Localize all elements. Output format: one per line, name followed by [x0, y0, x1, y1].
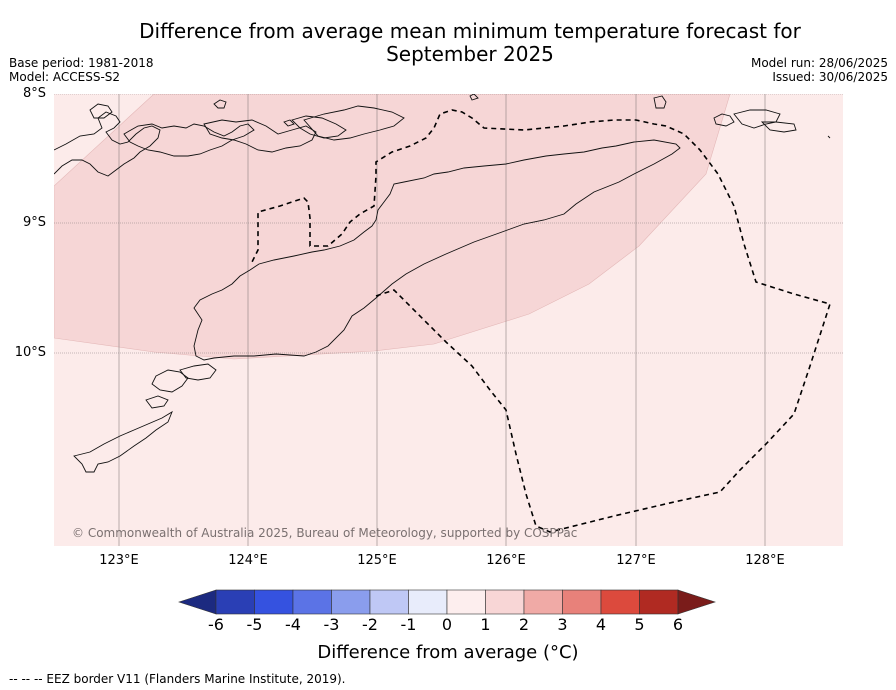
meta-left: Base period: 1981-2018 Model: ACCESS-S2 — [9, 56, 154, 84]
colorbar-tick-label: 2 — [518, 615, 530, 634]
colorbar-tick-label: -4 — [285, 615, 301, 634]
colorbar-segment — [600, 589, 640, 615]
colorbar-tick-label: -3 — [323, 615, 340, 634]
colorbar-extend-high — [677, 589, 716, 615]
small-island-1 — [89, 103, 113, 119]
lon-label-125e: 125°E — [357, 553, 397, 568]
timor-coast — [193, 139, 681, 361]
colorbar-segment — [523, 589, 563, 615]
sumba-coast — [73, 410, 173, 473]
anomaly-region-high — [54, 94, 731, 360]
eez-footnote: -- -- -- EEZ border V11 (Flanders Marine… — [9, 672, 346, 686]
lat-label-10s: 10°S — [14, 345, 46, 360]
colorbar-tick-label: 3 — [557, 615, 568, 634]
small-island-3 — [283, 119, 295, 127]
title-line-2: September 2025 — [386, 42, 554, 66]
roti-east-coast — [179, 363, 217, 381]
colorbar-segment — [254, 589, 294, 615]
colorbar-segment — [331, 589, 371, 615]
title-line-1: Difference from average mean minimum tem… — [139, 19, 801, 43]
lon-label-124e: 124°E — [228, 553, 268, 568]
small-island-2 — [213, 99, 227, 109]
colorbar-tick-label: 4 — [595, 615, 607, 634]
colorbar-segment — [215, 589, 255, 615]
moa-coast — [760, 121, 797, 133]
wetar-coast — [303, 105, 405, 141]
babar-coast — [713, 113, 735, 127]
lat-label-8s: 8°S — [22, 86, 46, 101]
small-island-6 — [827, 135, 831, 139]
colorbar-segment — [369, 589, 409, 615]
colorbar-tick-label: 5 — [634, 615, 645, 634]
solor-coast — [123, 123, 255, 157]
colorbar-segment — [562, 589, 602, 615]
colorbar — [178, 589, 716, 615]
colorbar-tick-label: -2 — [362, 615, 378, 634]
colorbar-segment — [292, 589, 332, 615]
colorbar-tick-label: -5 — [246, 615, 263, 634]
colorbar-segment — [485, 589, 525, 615]
colorbar-segment — [408, 589, 448, 615]
colorbar-label: Difference from average (°C) — [317, 642, 579, 663]
savu-coast — [145, 395, 169, 409]
colorbar-segment — [639, 589, 679, 615]
page-title: Difference from average mean minimum tem… — [0, 20, 896, 66]
model-name: Model: ACCESS-S2 — [9, 70, 121, 84]
lon-label-126e: 126°E — [486, 553, 526, 568]
alor-coast — [203, 119, 317, 153]
lon-label-128e: 128°E — [745, 553, 785, 568]
roti-coast — [151, 369, 189, 393]
lat-label-9s: 9°S — [22, 215, 46, 230]
issued-date: Issued: 30/06/2025 — [772, 70, 888, 84]
gridlines — [54, 94, 843, 546]
small-island-4 — [469, 94, 479, 101]
map — [54, 94, 843, 546]
colorbar-tick-label: -1 — [400, 615, 417, 634]
small-island-5 — [653, 95, 667, 109]
copyright-notice: © Commonwealth of Australia 2025, Bureau… — [72, 526, 578, 540]
coastlines — [54, 94, 831, 473]
lon-label-123e: 123°E — [99, 553, 139, 568]
meta-right: Model run: 28/06/2025 Issued: 30/06/2025 — [751, 56, 888, 84]
colorbar-tick-label: -6 — [208, 615, 224, 634]
colorbar-tick-label: 6 — [672, 615, 684, 634]
eez-border — [251, 109, 832, 533]
base-period: Base period: 1981-2018 — [9, 56, 154, 70]
lon-label-127e: 127°E — [616, 553, 656, 568]
model-run: Model run: 28/06/2025 — [750, 56, 888, 70]
colorbar-tick-label: 0 — [441, 615, 453, 634]
colorbar-tick-label: 1 — [480, 615, 491, 634]
colorbar-extend-low — [178, 589, 217, 615]
colorbar-segment — [446, 589, 486, 615]
